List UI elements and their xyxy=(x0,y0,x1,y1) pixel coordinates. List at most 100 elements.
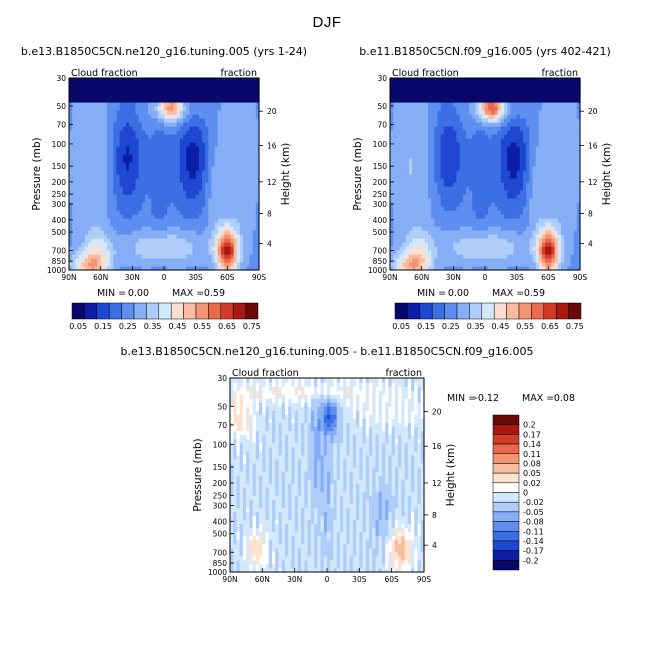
heatmap-cell xyxy=(447,86,451,91)
heatmap-cell xyxy=(91,206,95,211)
heatmap-cell xyxy=(183,230,187,235)
heatmap-cell xyxy=(148,118,152,123)
heatmap-cell xyxy=(428,254,432,259)
heatmap-cell xyxy=(189,242,194,247)
heatmap-cell xyxy=(415,246,420,251)
heatmap-cell xyxy=(504,90,508,95)
heatmap-cell xyxy=(462,138,467,143)
heatmap-cell xyxy=(443,182,448,187)
heatmap-cell xyxy=(154,210,159,215)
heatmap-cell xyxy=(179,210,184,215)
heatmap-cell xyxy=(91,238,95,243)
heatmap-cell xyxy=(507,250,511,255)
heatmap-cell xyxy=(500,150,505,155)
heatmap-cell xyxy=(72,138,76,143)
heatmap-cell xyxy=(504,130,508,135)
heatmap-cell xyxy=(107,166,111,171)
heatmap-cell xyxy=(412,242,416,247)
heatmap-cell xyxy=(176,186,181,191)
heatmap-cell xyxy=(494,170,499,175)
heatmap-cell xyxy=(434,186,439,191)
heatmap-cell xyxy=(402,246,407,251)
heatmap-cell xyxy=(192,146,197,151)
heatmap-cell xyxy=(208,134,213,139)
heatmap-cell xyxy=(434,182,439,187)
heatmap-cell xyxy=(491,106,496,111)
heatmap-cell xyxy=(100,94,105,99)
heatmap-cell xyxy=(240,170,244,175)
heatmap-cell xyxy=(230,102,235,107)
heatmap-cell xyxy=(116,178,121,183)
heatmap-cell xyxy=(198,122,203,127)
heatmap-cell xyxy=(135,154,140,159)
heatmap-cell xyxy=(393,258,397,263)
heatmap-cell xyxy=(69,182,73,187)
heatmap-cell xyxy=(179,182,184,187)
heatmap-cell xyxy=(453,214,458,219)
heatmap-cell xyxy=(434,90,439,95)
heatmap-cell xyxy=(100,202,105,207)
heatmap-cell xyxy=(75,198,80,203)
heatmap-cell xyxy=(103,142,108,147)
heatmap-cell xyxy=(456,194,461,199)
heatmap-cell xyxy=(148,234,152,239)
heatmap-cell xyxy=(154,126,159,131)
heatmap-cell xyxy=(510,130,515,135)
heatmap-cell xyxy=(195,122,200,127)
heatmap-cell xyxy=(405,114,410,119)
heatmap-cell xyxy=(456,250,461,255)
heatmap-cell xyxy=(485,154,489,159)
heatmap-cell xyxy=(488,242,492,247)
heatmap-cell xyxy=(157,122,162,127)
heatmap-cell xyxy=(466,198,470,203)
heatmap-cell xyxy=(240,106,244,111)
heatmap-cell xyxy=(170,110,175,115)
heatmap-cell xyxy=(230,206,235,211)
heatmap-cell xyxy=(240,258,244,263)
heatmap-cell xyxy=(94,198,99,203)
heatmap-cell xyxy=(189,230,194,235)
heatmap-cell xyxy=(405,218,410,223)
heatmap-cell xyxy=(396,150,401,155)
heatmap-cell xyxy=(462,106,467,111)
heatmap-cell xyxy=(497,254,502,259)
heatmap-cell xyxy=(437,246,442,251)
heatmap-cell xyxy=(243,110,247,115)
heatmap-cell xyxy=(255,142,260,147)
heatmap-cell xyxy=(469,170,473,175)
heatmap-cell xyxy=(230,258,235,263)
heatmap-cell xyxy=(510,190,515,195)
heatmap-cell xyxy=(481,222,486,227)
heatmap-cell xyxy=(160,126,165,131)
heatmap-cell xyxy=(179,138,184,143)
heatmap-cell xyxy=(246,134,251,139)
heatmap-cell xyxy=(78,122,83,127)
heatmap-cell xyxy=(160,190,165,195)
heatmap-cell xyxy=(453,82,458,87)
heatmap-cell xyxy=(135,202,140,207)
heatmap-cell xyxy=(440,106,445,111)
heatmap-cell xyxy=(186,198,190,203)
heatmap-cell xyxy=(129,174,133,179)
heatmap-cell xyxy=(447,186,451,191)
heatmap-cell xyxy=(164,126,168,131)
heatmap-cell xyxy=(519,86,524,91)
heatmap-cell xyxy=(462,110,467,115)
heatmap-cell xyxy=(396,114,401,119)
heatmap-cell xyxy=(443,218,448,223)
heatmap-cell xyxy=(157,90,162,95)
heatmap-cell xyxy=(252,102,257,107)
heatmap-cell xyxy=(447,98,451,103)
heatmap-cell xyxy=(141,166,146,171)
heatmap-cell xyxy=(208,126,213,131)
heatmap-cell xyxy=(84,138,89,143)
heatmap-cell xyxy=(440,198,445,203)
heatmap-cell xyxy=(443,78,448,83)
heatmap-cell xyxy=(217,254,222,259)
heatmap-cell xyxy=(431,118,435,123)
heatmap-cell xyxy=(519,98,524,103)
heatmap-cell xyxy=(221,114,225,119)
heatmap-cell xyxy=(459,162,464,167)
heatmap-cell xyxy=(116,266,121,271)
heatmap-cell xyxy=(510,134,515,139)
